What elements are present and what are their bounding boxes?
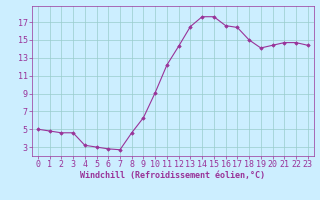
- X-axis label: Windchill (Refroidissement éolien,°C): Windchill (Refroidissement éolien,°C): [80, 171, 265, 180]
